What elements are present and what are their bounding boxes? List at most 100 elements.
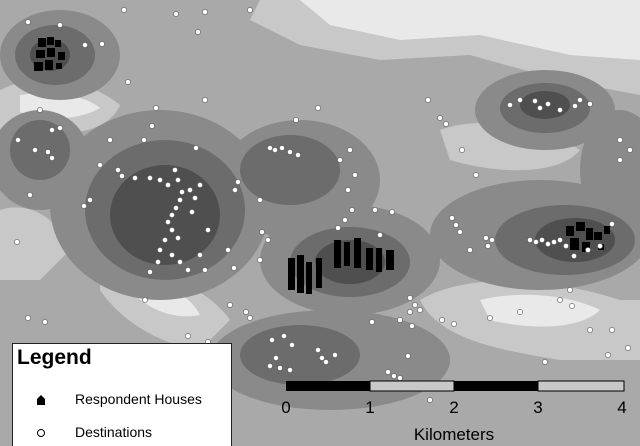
destination-point [202, 97, 208, 103]
destination-point [177, 259, 183, 265]
destination-point [571, 253, 577, 259]
destination-point [507, 102, 513, 108]
destination-point [567, 287, 573, 293]
destination-point [517, 309, 523, 315]
destination-point [227, 302, 233, 308]
destination-point [427, 397, 433, 403]
destination-point [125, 79, 131, 85]
destination-point [391, 373, 397, 379]
destination-point [557, 237, 563, 243]
house-cluster [334, 238, 394, 272]
destination-point [97, 162, 103, 168]
destination-point [107, 137, 113, 143]
destination-point [157, 247, 163, 253]
destination-point [147, 175, 153, 181]
destination-point [179, 189, 185, 195]
destination-point [165, 219, 171, 225]
destination-point [397, 375, 403, 381]
scale-tick-label: 2 [449, 398, 459, 417]
black-house-icon [37, 395, 45, 405]
destination-point [569, 303, 575, 309]
destination-point [539, 237, 545, 243]
destination-point [319, 355, 325, 361]
legend-item-destinations: Destinations [13, 423, 233, 443]
destination-point [405, 353, 411, 359]
destination-point [397, 317, 403, 323]
destination-point [557, 297, 563, 303]
destination-point [169, 227, 175, 233]
destination-point [335, 225, 341, 231]
destination-point [147, 269, 153, 275]
destination-point [81, 203, 87, 209]
destination-point [557, 107, 563, 113]
destination-point [545, 101, 551, 107]
destination-point [82, 42, 88, 48]
destination-point [597, 243, 603, 249]
destination-point [235, 179, 241, 185]
destination-point [57, 22, 63, 28]
destination-point [453, 222, 459, 228]
destination-point [243, 309, 249, 315]
destination-point [149, 123, 155, 129]
destination-point [45, 149, 51, 155]
destination-point [25, 19, 31, 25]
destination-point [551, 239, 557, 245]
destination-point [15, 137, 21, 143]
destination-point [247, 7, 253, 13]
destination-point [473, 172, 479, 178]
destination-point [625, 345, 631, 351]
destination-point [617, 137, 623, 143]
destination-point [449, 215, 455, 221]
destination-point [185, 267, 191, 273]
destination-point [517, 97, 523, 103]
destination-point [279, 145, 285, 151]
destination-point [485, 243, 491, 249]
destination-point [577, 97, 583, 103]
destination-point [372, 207, 378, 213]
scale-tick-label: 0 [281, 398, 291, 417]
destination-point [155, 259, 161, 265]
destination-point [162, 237, 168, 243]
destination-point [407, 309, 413, 315]
destination-point [585, 247, 591, 253]
scale-tick-label: 1 [365, 398, 375, 417]
destination-point [49, 155, 55, 161]
destination-point [169, 252, 175, 258]
destination-point [437, 115, 443, 121]
destination-point [142, 297, 148, 303]
destination-point [132, 175, 138, 181]
destination-point [352, 172, 358, 178]
destination-point [257, 257, 263, 263]
destination-point [467, 247, 473, 253]
respondent-houses [34, 37, 610, 294]
destination-point [189, 209, 195, 215]
scale-segment-black [454, 381, 538, 391]
destination-point [193, 145, 199, 151]
destination-point [377, 232, 383, 238]
destination-point [417, 307, 423, 313]
destination-point [257, 197, 263, 203]
destination-point [231, 265, 237, 271]
destination-point [315, 347, 321, 353]
destination-point [389, 209, 395, 215]
destination-point [57, 125, 63, 131]
house-cluster [34, 37, 65, 71]
destination-point [272, 147, 278, 153]
destination-point [587, 101, 593, 107]
destination-point [232, 187, 238, 193]
destination-point [247, 315, 253, 321]
destination-point [32, 147, 38, 153]
destination-point [177, 197, 183, 203]
destination-point [407, 295, 413, 301]
destination-point [315, 105, 321, 111]
legend-item-label: Respondent Houses [75, 391, 202, 407]
destination-point [185, 333, 191, 339]
destination-point [572, 103, 578, 109]
destination-point [609, 327, 615, 333]
legend-title: Legend [17, 346, 92, 369]
destinations [14, 7, 633, 403]
destination-point [369, 319, 375, 325]
scale-unit-label: Kilometers [413, 425, 495, 444]
